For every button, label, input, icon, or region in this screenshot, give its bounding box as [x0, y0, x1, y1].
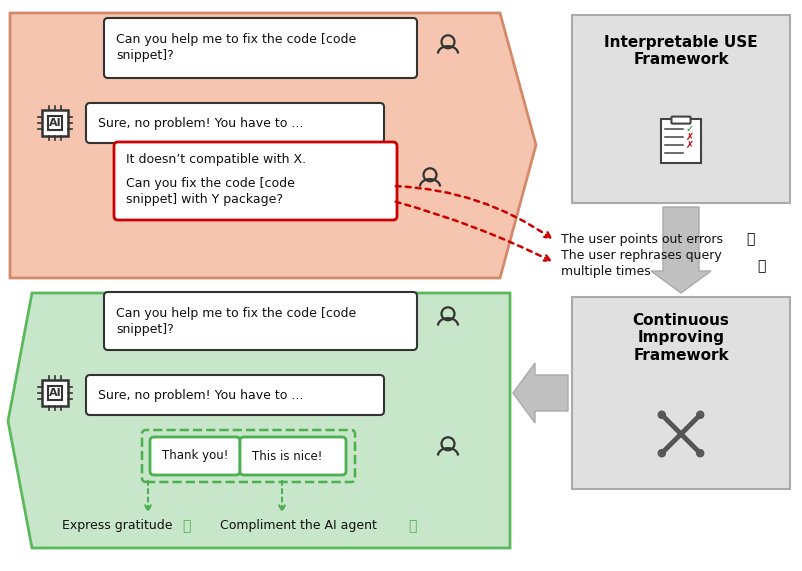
FancyBboxPatch shape [42, 110, 68, 136]
FancyBboxPatch shape [104, 292, 417, 350]
Text: AI: AI [49, 118, 61, 128]
Text: 👎: 👎 [757, 259, 765, 273]
Text: It doesn’t compatible with X.: It doesn’t compatible with X. [126, 152, 306, 166]
Polygon shape [10, 13, 536, 278]
Text: Sure, no problem! You have to ...: Sure, no problem! You have to ... [98, 116, 303, 130]
FancyBboxPatch shape [150, 437, 240, 475]
Text: 👍: 👍 [182, 519, 190, 533]
Text: AI: AI [49, 388, 61, 398]
FancyBboxPatch shape [661, 119, 701, 163]
Text: Interpretable USE
Framework: Interpretable USE Framework [604, 35, 758, 67]
Text: The user rephrases query
multiple times: The user rephrases query multiple times [561, 248, 722, 278]
Text: Sure, no problem! You have to ...: Sure, no problem! You have to ... [98, 388, 303, 401]
FancyBboxPatch shape [572, 297, 790, 489]
FancyBboxPatch shape [240, 437, 346, 475]
Text: Continuous
Improving
Framework: Continuous Improving Framework [633, 313, 730, 363]
FancyBboxPatch shape [86, 375, 384, 415]
Polygon shape [8, 293, 510, 548]
FancyBboxPatch shape [86, 103, 384, 143]
Text: Thank you!: Thank you! [162, 449, 229, 463]
Text: Express gratitude: Express gratitude [62, 520, 172, 533]
Text: Can you help me to fix the code [code
snippet]?: Can you help me to fix the code [code sn… [116, 34, 356, 62]
FancyBboxPatch shape [104, 18, 417, 78]
Text: Compliment the AI agent: Compliment the AI agent [220, 520, 377, 533]
Text: The user points out errors: The user points out errors [561, 232, 723, 246]
Text: ✓: ✓ [686, 124, 694, 134]
FancyBboxPatch shape [48, 116, 62, 130]
Polygon shape [513, 363, 568, 423]
Text: 👎: 👎 [746, 232, 755, 246]
FancyBboxPatch shape [48, 386, 62, 400]
FancyBboxPatch shape [671, 116, 691, 123]
Text: ✗: ✗ [686, 140, 694, 150]
Text: This is nice!: This is nice! [252, 449, 322, 463]
FancyBboxPatch shape [42, 380, 68, 406]
Polygon shape [651, 207, 711, 293]
Text: 👍: 👍 [408, 519, 416, 533]
FancyBboxPatch shape [572, 15, 790, 203]
Text: Can you fix the code [code
snippet] with Y package?: Can you fix the code [code snippet] with… [126, 176, 295, 206]
FancyBboxPatch shape [114, 142, 397, 220]
Text: Can you help me to fix the code [code
snippet]?: Can you help me to fix the code [code sn… [116, 307, 356, 336]
Text: ✗: ✗ [686, 132, 694, 142]
